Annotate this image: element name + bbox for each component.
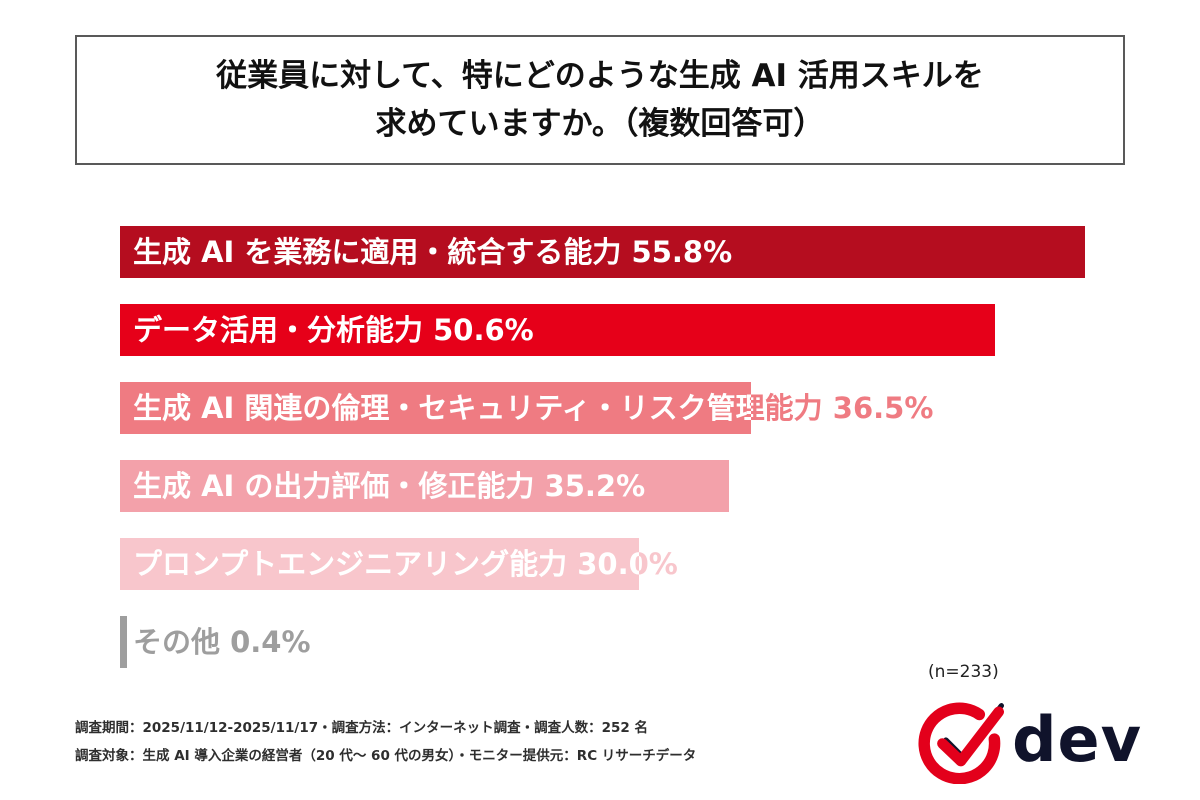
bar-label-overflow: 生成 AI の出力評価・修正能力 35.2% <box>133 469 646 503</box>
bar-label-overflow: 生成 AI を業務に適用・統合する能力 55.8% <box>133 235 733 269</box>
bar-segment <box>120 616 127 668</box>
bar-row: プロンプトエンジニアリング能力 30.0% プロンプトエンジニアリング能力 30.… <box>120 538 1130 590</box>
bar-row: 生成 AI 関連の倫理・セキュリティ・リスク管理能力 36.5% 生成 AI 関連… <box>120 382 1130 434</box>
bar-label-overflow: その他 0.4% <box>133 625 311 659</box>
bar-label: 生成 AI 関連の倫理・セキュリティ・リスク管理能力 36.5% <box>133 391 752 425</box>
bar-label: 生成 AI の出力評価・修正能力 35.2% <box>133 469 646 503</box>
bar-row: 生成 AI を業務に適用・統合する能力 55.8% 生成 AI を業務に適用・統合… <box>120 226 1130 278</box>
bar-label-overflow: プロンプトエンジニアリング能力 30.0% <box>133 547 678 581</box>
bar-label-clip: その他 0.4% <box>120 616 127 668</box>
bar-segment <box>120 304 996 356</box>
chart-title-line1: 従業員に対して、特にどのような生成 AI 活用スキルを <box>216 57 984 94</box>
bar-label: その他 0.4% <box>120 616 127 668</box>
bar-segment <box>120 538 639 590</box>
dev-logo: dev <box>916 696 1142 784</box>
dev-logo-text: dev <box>1012 703 1142 776</box>
bar-label: データ活用・分析能力 50.6% <box>133 313 534 347</box>
bar-label-overflow: 生成 AI 関連の倫理・セキュリティ・リスク管理能力 36.5% <box>133 391 934 425</box>
bar-segment <box>120 226 1086 278</box>
bar-label-clip: 生成 AI の出力評価・修正能力 35.2% <box>120 460 729 512</box>
footer-survey-target: 調査対象：生成 AI 導入企業の経営者（20 代〜 60 代の男女）・モニター提… <box>75 748 697 765</box>
bar-label-overflow: データ活用・分析能力 50.6% <box>133 313 534 347</box>
bar-segment <box>120 382 752 434</box>
bar-chart: 生成 AI を業務に適用・統合する能力 55.8% 生成 AI を業務に適用・統合… <box>120 226 1130 694</box>
bar-label-clip: データ活用・分析能力 50.6% <box>120 304 995 356</box>
bar-label: 生成 AI を業務に適用・統合する能力 55.8% <box>133 235 733 269</box>
bar-label-clip: 生成 AI 関連の倫理・セキュリティ・リスク管理能力 36.5% <box>120 382 751 434</box>
survey-footer: 調査期間：2025/11/12-2025/11/17・調査方法：インターネット調… <box>75 714 696 771</box>
bar-label-clip: プロンプトエンジニアリング能力 30.0% <box>120 538 639 590</box>
bar-label-clip: 生成 AI を業務に適用・統合する能力 55.8% <box>120 226 1085 278</box>
footer-survey-period: 調査期間：2025/11/12-2025/11/17・調査方法：インターネット調… <box>75 720 648 736</box>
bar-row: その他 0.4% その他 0.4% <box>120 616 1130 668</box>
bar-segment <box>120 460 729 512</box>
sample-size-note: (n=233) <box>928 662 999 682</box>
chart-title-line2: 求めていますか。（複数回答可） <box>375 106 825 142</box>
dev-logo-icon <box>918 702 1005 784</box>
chart-title-box: 従業員に対して、特にどのような生成 AI 活用スキルを 求めていますか。（複数回… <box>75 35 1125 165</box>
bar-row: データ活用・分析能力 50.6% データ活用・分析能力 50.6% <box>120 304 1130 356</box>
bar-label: プロンプトエンジニアリング能力 30.0% <box>133 547 639 581</box>
bar-row: 生成 AI の出力評価・修正能力 35.2% 生成 AI の出力評価・修正能力 3… <box>120 460 1130 512</box>
